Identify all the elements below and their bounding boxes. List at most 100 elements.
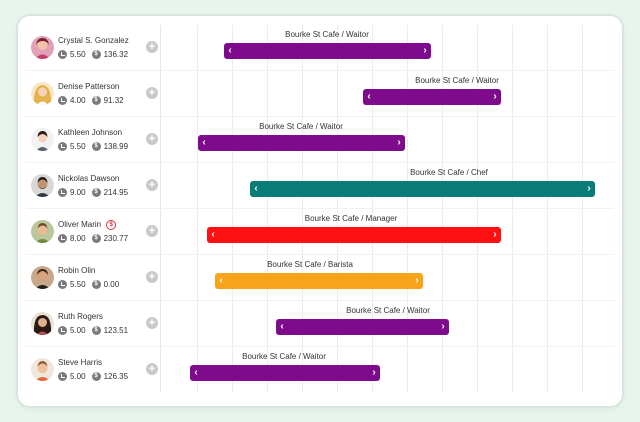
roster-row: Denise Patterson 4.00 $ 91.32 + Bourke S…	[26, 71, 614, 116]
staff-cost: 91.32	[103, 96, 124, 105]
shift-bar[interactable]: ‹ ›	[215, 273, 423, 289]
staff-stats: 5.50 $ 136.32	[58, 50, 128, 59]
shift-label: Bourke St Cafe / Waitor	[415, 76, 499, 85]
chevron-left-icon[interactable]: ‹	[367, 91, 371, 102]
shift-bar[interactable]: ‹ ›	[363, 89, 501, 105]
shift-label: Bourke St Cafe / Barista	[267, 260, 353, 269]
staff-hours: 8.00	[70, 234, 86, 243]
shift-timeline[interactable]: Bourke St Cafe / Manager ‹ ›	[163, 209, 614, 254]
chevron-left-icon[interactable]: ‹	[219, 275, 223, 286]
shift-timeline[interactable]: Bourke St Cafe / Waitor ‹ ›	[163, 347, 614, 392]
staff-name: Nickolas Dawson	[58, 174, 120, 183]
add-shift-button[interactable]: +	[146, 225, 158, 237]
denise-avatar	[31, 82, 54, 105]
dollar-icon: $	[91, 50, 101, 59]
shift-bar[interactable]: ‹ ›	[190, 365, 380, 381]
shift-label: Bourke St Cafe / Manager	[304, 214, 398, 223]
staff-cell: Nickolas Dawson 9.00 $ 214.95 +	[26, 163, 161, 208]
staff-cost: 0.00	[103, 280, 120, 289]
staff-name-text: Oliver Marin	[58, 220, 102, 230]
staff-hours: 5.50	[70, 50, 86, 59]
shift-bar[interactable]: ‹ ›	[250, 181, 595, 197]
shift-label: Bourke St Cafe / Waitor	[242, 352, 326, 361]
staff-stats: 4.00 $ 91.32	[58, 96, 124, 105]
roster-row: Robin Olin 5.50 $ 0.00 + Bourke St Cafe …	[26, 255, 614, 300]
chevron-right-icon[interactable]: ›	[493, 229, 497, 240]
dollar-icon: $	[91, 96, 101, 105]
chevron-right-icon[interactable]: ›	[372, 367, 376, 378]
staff-stats: 5.00 $ 123.51	[58, 326, 128, 335]
add-shift-button[interactable]: +	[146, 317, 158, 329]
chevron-left-icon[interactable]: ‹	[202, 137, 206, 148]
kathleen-avatar	[31, 128, 54, 151]
add-shift-button[interactable]: +	[146, 271, 158, 283]
steve-avatar	[31, 358, 54, 381]
staff-name: Crystal S. Gonzalez	[58, 36, 129, 45]
shift-timeline[interactable]: Bourke St Cafe / Chef ‹ ›	[163, 163, 614, 208]
staff-cell: Steve Harris 5.00 $ 126.35 +	[26, 347, 161, 392]
shift-bar[interactable]: ‹ ›	[198, 135, 405, 151]
crystal-avatar	[31, 36, 54, 59]
shift-label: Bourke St Cafe / Chef	[410, 168, 488, 177]
dollar-icon: $	[91, 372, 101, 381]
dollar-icon: $	[91, 326, 101, 335]
chevron-right-icon[interactable]: ›	[423, 45, 427, 56]
dollar-icon: $	[91, 234, 101, 243]
shift-bar[interactable]: ‹ ›	[276, 319, 449, 335]
clock-icon	[58, 50, 67, 59]
add-shift-button[interactable]: +	[146, 87, 158, 99]
staff-cell: Crystal S. Gonzalez 5.50 $ 136.32 +	[26, 25, 161, 70]
shift-timeline[interactable]: Bourke St Cafe / Waitor ‹ ›	[163, 25, 614, 70]
chevron-right-icon[interactable]: ›	[415, 275, 419, 286]
chevron-left-icon[interactable]: ‹	[194, 367, 198, 378]
roster-row: Ruth Rogers 5.00 $ 123.51 + Bourke St Ca…	[26, 301, 614, 346]
roster-row: Crystal S. Gonzalez 5.50 $ 136.32 + Bour…	[26, 25, 614, 70]
chevron-right-icon[interactable]: ›	[397, 137, 401, 148]
staff-cost: 126.35	[103, 372, 129, 381]
staff-hours: 5.00	[70, 372, 86, 381]
shift-timeline[interactable]: Bourke St Cafe / Waitor ‹ ›	[163, 301, 614, 346]
clock-icon	[58, 326, 67, 335]
shift-bar[interactable]: ‹ ›	[207, 227, 501, 243]
chevron-right-icon[interactable]: ›	[587, 183, 591, 194]
oliver-avatar	[31, 220, 54, 243]
staff-cost: 230.77	[103, 234, 129, 243]
shift-label: Bourke St Cafe / Waitor	[285, 30, 369, 39]
staff-name: Denise Patterson	[58, 82, 120, 91]
pay-alert-icon[interactable]: $	[106, 220, 117, 230]
shift-bar[interactable]: ‹ ›	[224, 43, 431, 59]
shift-timeline[interactable]: Bourke St Cafe / Barista ‹ ›	[163, 255, 614, 300]
staff-name: Oliver Marin $	[58, 220, 117, 230]
staff-cost: 123.51	[103, 326, 129, 335]
add-shift-button[interactable]: +	[146, 179, 158, 191]
roster-row: Steve Harris 5.00 $ 126.35 + Bourke St C…	[26, 347, 614, 392]
roster-row: Kathleen Johnson 5.50 $ 138.99 + Bourke …	[26, 117, 614, 162]
roster-row: Oliver Marin $ 8.00 $ 230.77 + Bourke St …	[26, 209, 614, 254]
chevron-right-icon[interactable]: ›	[441, 321, 445, 332]
add-shift-button[interactable]: +	[146, 41, 158, 53]
chevron-left-icon[interactable]: ‹	[211, 229, 215, 240]
staff-hours: 5.50	[70, 142, 86, 151]
staff-stats: 5.50 $ 138.99	[58, 142, 128, 151]
shift-label: Bourke St Cafe / Waitor	[346, 306, 430, 315]
staff-cell: Ruth Rogers 5.00 $ 123.51 +	[26, 301, 161, 346]
chevron-right-icon[interactable]: ›	[493, 91, 497, 102]
chevron-left-icon[interactable]: ‹	[254, 183, 258, 194]
add-shift-button[interactable]: +	[146, 133, 158, 145]
clock-icon	[58, 280, 67, 289]
shift-label: Bourke St Cafe / Waitor	[259, 122, 343, 131]
staff-hours: 9.00	[70, 188, 86, 197]
staff-hours: 4.00	[70, 96, 86, 105]
shift-timeline[interactable]: Bourke St Cafe / Waitor ‹ ›	[163, 117, 614, 162]
chevron-left-icon[interactable]: ‹	[280, 321, 284, 332]
staff-name: Steve Harris	[58, 358, 103, 367]
staff-cell: Denise Patterson 4.00 $ 91.32 +	[26, 71, 161, 116]
add-shift-button[interactable]: +	[146, 363, 158, 375]
robin-avatar	[31, 266, 54, 289]
shift-timeline[interactable]: Bourke St Cafe / Waitor ‹ ›	[163, 71, 614, 116]
staff-hours: 5.00	[70, 326, 86, 335]
staff-name: Kathleen Johnson	[58, 128, 123, 137]
chevron-left-icon[interactable]: ‹	[228, 45, 232, 56]
staff-cost: 214.95	[103, 188, 129, 197]
dollar-icon: $	[91, 188, 101, 197]
